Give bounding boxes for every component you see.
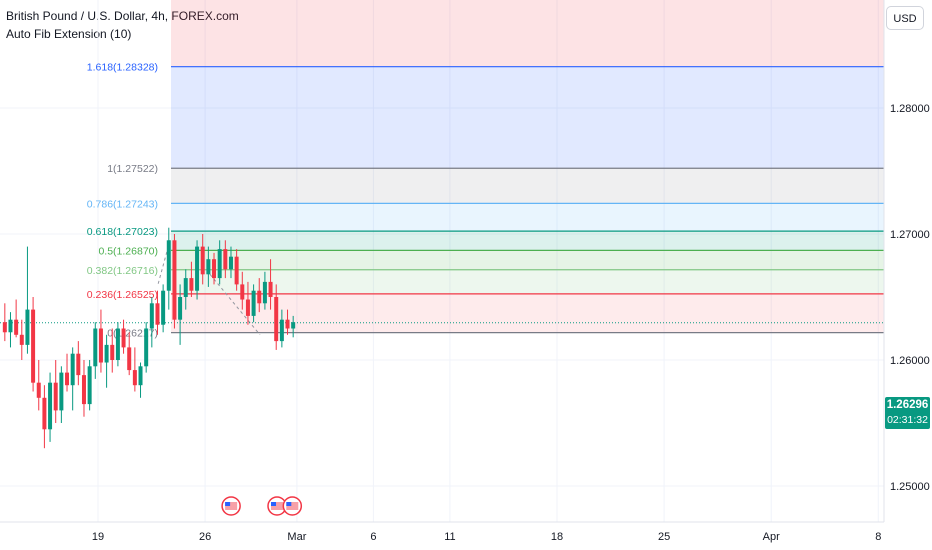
time-tick-label: 18 — [551, 531, 563, 543]
price-tick-label: 1.25000 — [890, 481, 930, 493]
chart-grid — [0, 0, 884, 522]
candle-body — [161, 290, 166, 325]
candle-body — [8, 319, 13, 333]
price-tick-label: 1.28000 — [890, 103, 930, 115]
time-tick-label: 8 — [875, 531, 881, 543]
fib-zone — [171, 66, 884, 169]
candle-body — [14, 319, 19, 335]
fib-level-label: 0.236(1.26525) — [87, 289, 158, 301]
time-tick-label: Mar — [287, 531, 306, 543]
event-markers[interactable] — [221, 496, 303, 516]
candle-body — [31, 309, 36, 383]
candle-body — [42, 397, 47, 430]
candle-body — [245, 299, 250, 316]
candle-body — [195, 246, 200, 291]
candle-body — [206, 259, 211, 275]
candle-body — [53, 382, 58, 411]
candle-body — [262, 281, 267, 304]
time-axis[interactable]: 19 26 Mar 6 11 18 25 Apr 8 — [0, 521, 884, 543]
candle-body — [36, 382, 41, 398]
candle-body — [149, 303, 154, 329]
candle-body — [121, 328, 126, 348]
time-tick-label: Apr — [763, 531, 780, 543]
candle-body — [189, 278, 194, 291]
candle-body — [183, 278, 188, 297]
candle-body — [228, 256, 233, 270]
candle-body — [87, 366, 92, 405]
fib-trend-line — [209, 274, 261, 336]
candle-body — [144, 328, 149, 367]
candle-body — [155, 303, 160, 325]
fib-extension-levels[interactable]: 4.236(1.31745)3.618(1.30938)2.618(1.2963… — [0, 0, 884, 340]
candle-body — [223, 249, 228, 270]
candle-body — [110, 344, 115, 360]
fib-level-label: 1.618(1.28328) — [87, 62, 158, 74]
current-price: 1.26296 — [886, 399, 929, 411]
candle-body — [212, 259, 217, 279]
candle-body — [234, 256, 239, 285]
time-tick-label: 11 — [444, 531, 455, 543]
bar-countdown: 02:31:32 — [887, 414, 928, 426]
fib-zone — [171, 168, 884, 204]
candle-body — [285, 319, 290, 329]
candle-body — [48, 382, 53, 430]
time-tick-label: 6 — [370, 531, 376, 543]
fib-zone — [171, 231, 884, 251]
candle-body — [25, 309, 30, 345]
fib-zone — [171, 293, 884, 333]
event-flag-icon[interactable] — [221, 496, 241, 516]
price-tick-label: 1.26000 — [890, 355, 930, 367]
candle-body — [2, 322, 7, 333]
candle-body — [70, 353, 75, 386]
candle-body — [279, 319, 284, 342]
candle-body — [274, 297, 279, 342]
event-flag-icon[interactable] — [282, 496, 303, 516]
candle-body — [104, 344, 109, 363]
time-tick-label: 25 — [658, 531, 670, 543]
candle-body — [132, 370, 137, 386]
candle-body — [217, 249, 222, 279]
candle-body — [291, 322, 296, 329]
candle-body — [115, 328, 120, 360]
indicator-legend[interactable]: Auto Fib Extension (10) — [6, 27, 132, 41]
fib-level-label: 0.5(1.26870) — [98, 245, 158, 257]
candle-body — [251, 290, 256, 316]
candle-body — [166, 240, 171, 291]
chart-title: British Pound / U.S. Dollar, 4h, FOREX.c… — [6, 9, 239, 23]
candles — [2, 227, 296, 449]
candle-body — [19, 334, 24, 345]
candle-body — [76, 353, 81, 376]
price-axis[interactable]: 1.320001.310001.300001.290001.280001.270… — [883, 0, 930, 522]
candle-body — [59, 372, 64, 411]
candle-body — [93, 328, 98, 367]
candle-body — [178, 297, 183, 320]
currency-button[interactable]: USD — [886, 6, 924, 30]
fib-zone — [171, 0, 884, 67]
candle-body — [257, 290, 262, 304]
fib-zone — [171, 250, 884, 270]
candle-body — [268, 281, 273, 297]
time-tick-label: 26 — [199, 531, 211, 543]
fib-level-label: 0.382(1.26716) — [87, 265, 158, 277]
candle-body — [240, 284, 245, 300]
fib-level-label: 0.786(1.27243) — [87, 198, 158, 210]
candle-body — [81, 375, 86, 405]
candle-body — [98, 328, 103, 363]
fib-level-label: 0(1.26217) — [107, 328, 158, 340]
candle-body — [65, 372, 70, 386]
candle-body — [172, 240, 177, 320]
price-tick-label: 1.27000 — [890, 229, 930, 241]
fib-zone — [171, 269, 884, 294]
fib-level-label: 0.618(1.27023) — [87, 226, 158, 238]
fib-level-label: 1(1.27522) — [107, 163, 158, 175]
time-tick-label: 19 — [92, 531, 104, 543]
current-price-badge: 1.26296 02:31:32 — [885, 397, 930, 429]
candle-body — [200, 246, 205, 275]
candle-body — [138, 366, 143, 386]
fib-zone — [171, 203, 884, 232]
candle-body — [127, 347, 132, 371]
